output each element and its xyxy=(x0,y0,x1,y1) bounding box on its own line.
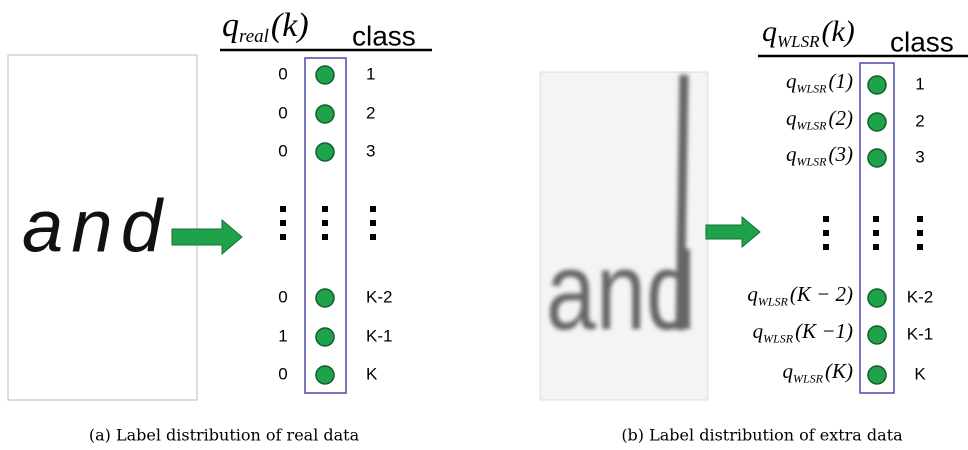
class-node xyxy=(316,66,334,84)
class-node xyxy=(316,143,334,161)
row-value: 0 xyxy=(278,287,287,306)
class-node xyxy=(868,76,886,94)
math-argument: (1) xyxy=(829,69,854,93)
math-argument: (K −1) xyxy=(795,319,853,343)
math-subscript: WLSR xyxy=(793,371,824,385)
handwriting: and xyxy=(22,185,165,268)
math-argument: (k) xyxy=(271,7,309,44)
stroke xyxy=(680,75,684,330)
class-header: class xyxy=(352,20,416,51)
class-label: K-1 xyxy=(366,326,392,345)
math-subscript: WLSR xyxy=(758,294,789,308)
math-symbol: q xyxy=(786,142,797,166)
math-subscript: WLSR xyxy=(797,154,828,168)
class-label: 3 xyxy=(366,141,375,160)
arrow xyxy=(706,217,760,247)
math-argument: (K) xyxy=(825,359,853,383)
math-symbol: q xyxy=(747,282,758,306)
class-node xyxy=(868,326,886,344)
class-label: 1 xyxy=(915,74,924,93)
math-symbol: q xyxy=(786,69,797,93)
row-formula: qWLSR(K) xyxy=(783,359,854,385)
class-label: K-1 xyxy=(907,324,933,343)
row-value: 0 xyxy=(278,141,287,160)
class-label: K xyxy=(914,364,926,383)
class-label: K-2 xyxy=(907,287,933,306)
math-argument: (2) xyxy=(829,106,854,130)
row-formula: qWLSR(K −1) xyxy=(753,319,853,345)
row-formula: qWLSR(1) xyxy=(786,69,853,95)
header-formula: qWLSR(k) xyxy=(762,15,855,51)
row-value: 0 xyxy=(278,364,287,383)
class-node xyxy=(316,289,334,307)
math-symbol: q xyxy=(222,7,239,44)
row-formula: qWLSR(K − 2) xyxy=(747,282,853,308)
row-value: 0 xyxy=(278,64,287,83)
row-value: 1 xyxy=(278,326,287,345)
class-node xyxy=(316,105,334,123)
math-symbol: q xyxy=(753,319,764,343)
class-node xyxy=(316,328,334,346)
math-subscript: WLSR xyxy=(797,81,828,95)
class-header: class xyxy=(890,26,954,57)
class-label: 1 xyxy=(366,64,375,83)
class-node xyxy=(868,366,886,384)
class-node xyxy=(868,113,886,131)
header-formula: qreal(k) xyxy=(222,7,309,48)
class-node xyxy=(868,289,886,307)
caption: (a) Label distribution of real data xyxy=(89,426,360,445)
math-argument: (k) xyxy=(822,15,855,48)
class-label: K-2 xyxy=(366,287,392,306)
class-label: 2 xyxy=(366,103,375,122)
math-subscript: WLSR xyxy=(777,32,820,51)
class-label: K xyxy=(366,364,378,383)
class-label: 2 xyxy=(915,111,924,130)
caption: (b) Label distribution of extra data xyxy=(621,426,903,445)
math-symbol: q xyxy=(762,15,777,48)
class-node xyxy=(316,366,334,384)
class-label: 3 xyxy=(915,147,924,166)
row-formula: qWLSR(2) xyxy=(786,106,853,132)
class-node xyxy=(868,149,886,167)
row-value: 0 xyxy=(278,103,287,122)
math-argument: (3) xyxy=(829,142,854,166)
math-subscript: WLSR xyxy=(797,118,828,132)
handwriting: and xyxy=(546,230,696,353)
row-formula: qWLSR(3) xyxy=(786,142,853,168)
math-argument: (K − 2) xyxy=(790,282,853,306)
figure: and and class class (a) Label distributi… xyxy=(0,0,968,450)
math-subscript: real xyxy=(239,27,269,48)
math-symbol: q xyxy=(786,106,797,130)
math-symbol: q xyxy=(783,359,794,383)
math-subscript: WLSR xyxy=(763,331,794,345)
